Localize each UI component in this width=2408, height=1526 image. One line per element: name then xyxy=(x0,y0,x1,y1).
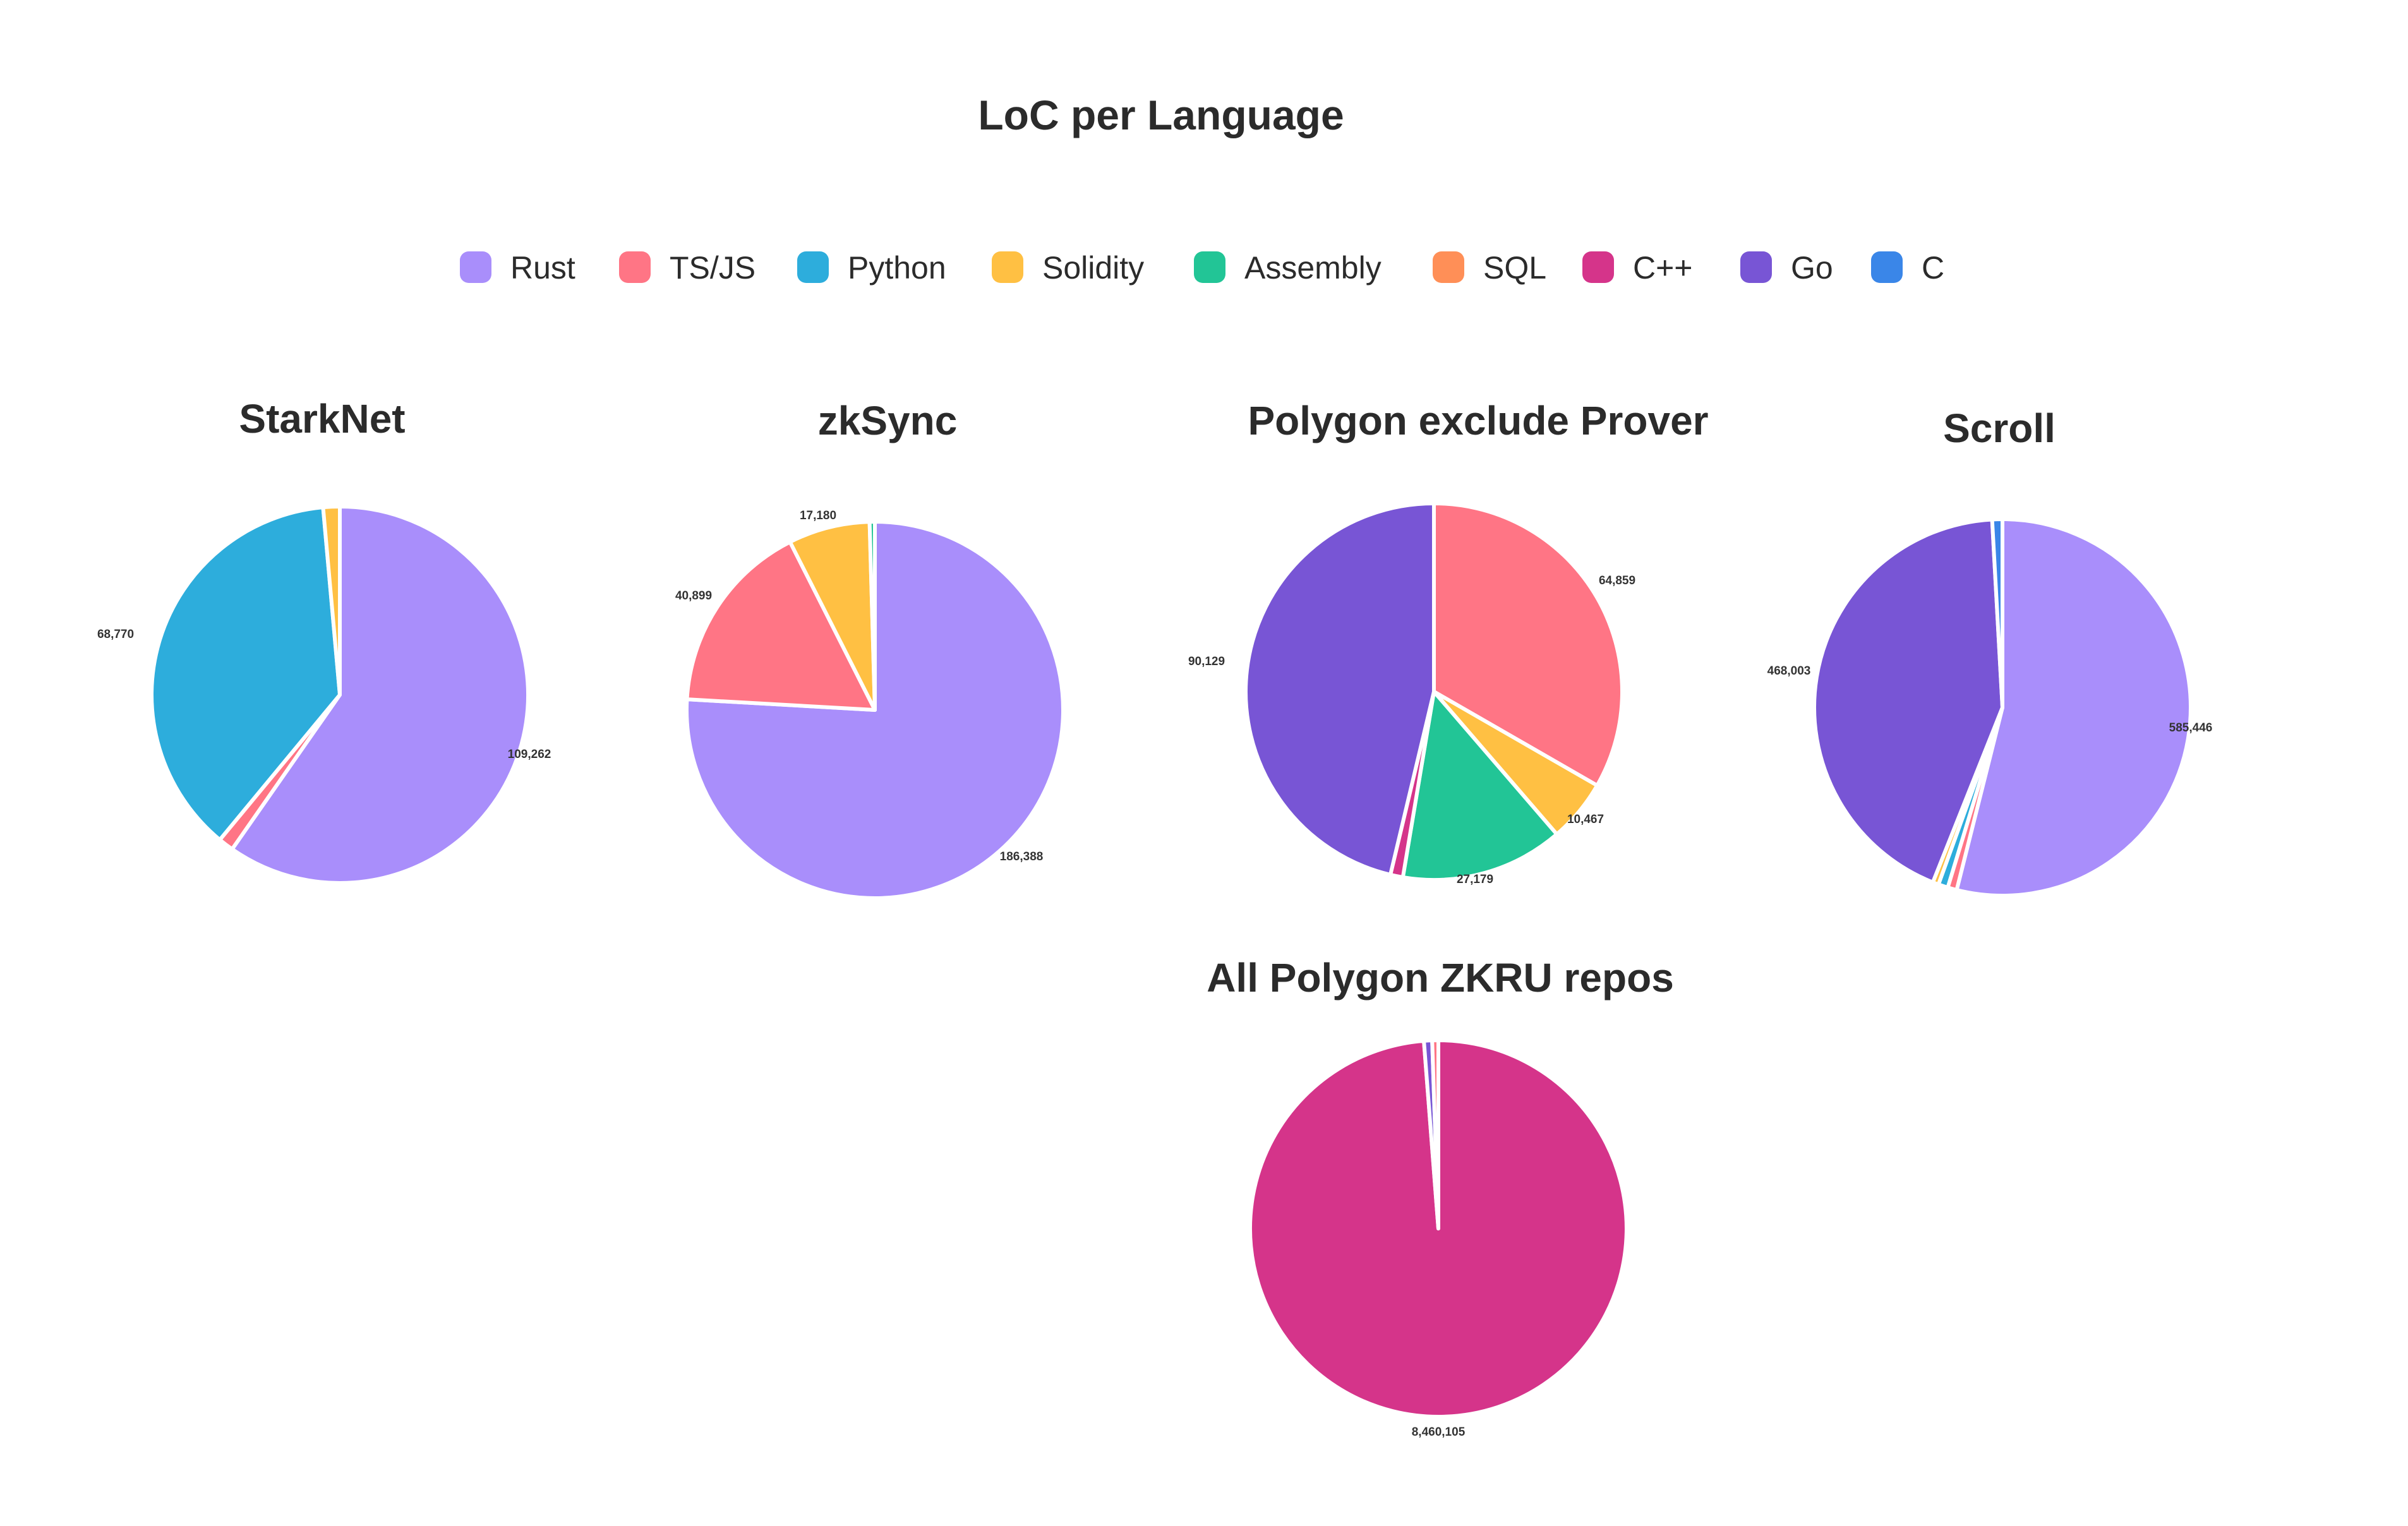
pie-title: zkSync xyxy=(818,398,958,443)
legend-label: Rust xyxy=(510,250,575,285)
legend-item-rust: Rust xyxy=(460,250,575,285)
pie-chart-polygon-exclude-prover: Polygon exclude Prover 64,859 10,467 27,179… xyxy=(1188,398,1709,886)
pie-title: All Polygon ZKRU repos xyxy=(1207,955,1674,1000)
legend-swatch xyxy=(992,251,1023,283)
pie-data-label: 8,460,105 xyxy=(1412,1426,1466,1439)
pie-slice-rust xyxy=(1954,517,2193,898)
pie-chart-scroll: Scroll 585,446 468,003 xyxy=(1767,406,2213,898)
legend-swatch xyxy=(619,251,651,283)
legend-item-assembly: Assembly xyxy=(1194,250,1382,285)
pie-chart-starknet: StarkNet 109,262 68,770 xyxy=(97,396,551,885)
pie-data-label: 468,003 xyxy=(1767,664,1811,678)
legend-item-ts-js: TS/JS xyxy=(619,250,756,285)
legend-item-go: Go xyxy=(1740,250,1833,285)
pie-data-label: 585,446 xyxy=(2169,721,2213,735)
pie-title: Scroll xyxy=(1943,406,2056,451)
chart-title: LoC per Language xyxy=(978,92,1344,138)
legend-label: Assembly xyxy=(1244,250,1382,285)
pie-data-label: 17,180 xyxy=(800,509,836,522)
legend-item-c: C xyxy=(1871,250,1944,285)
pie-title: Polygon exclude Prover xyxy=(1248,398,1708,443)
legend-swatch xyxy=(1194,251,1225,283)
pie-slice-python xyxy=(150,505,342,842)
legend-swatch xyxy=(1433,251,1464,283)
pie-slice-ts-js xyxy=(685,540,877,712)
legend-item-c: C++ xyxy=(1582,250,1693,285)
legend-swatch xyxy=(1582,251,1614,283)
pie-chart-zksync: zkSync 186,388 40,899 17,180 xyxy=(675,398,1065,900)
legend-swatch xyxy=(797,251,829,283)
pie-slice-rust xyxy=(685,520,1065,900)
pie-charts: StarkNet 109,262 68,770 zkSync 186,388 40,899… xyxy=(97,396,2212,1439)
legend-label: C xyxy=(1922,250,1944,285)
pie-slice-go xyxy=(1812,517,2004,884)
pie-data-label: 10,467 xyxy=(1567,813,1604,826)
pie-data-label: 186,388 xyxy=(1000,850,1044,863)
legend-label: Go xyxy=(1791,250,1833,285)
legend-label: TS/JS xyxy=(670,250,756,285)
pie-slice-solidity xyxy=(321,505,342,697)
pie-chart-all-polygon-zkru-repos: All Polygon ZKRU repos 8,460,105 xyxy=(1207,955,1674,1439)
pie-slice-ts-js xyxy=(1432,502,1624,788)
pie-slice-c xyxy=(1990,517,2004,709)
pie-data-label: 90,129 xyxy=(1188,655,1225,668)
pie-title: StarkNet xyxy=(239,396,405,442)
legend-label: Solidity xyxy=(1042,250,1144,285)
pie-slice-rust xyxy=(230,505,530,885)
pie-slice-ts-js xyxy=(1430,1038,1440,1230)
legend-swatch xyxy=(460,251,491,283)
pie-data-label: 64,859 xyxy=(1599,574,1635,587)
pie-data-label: 109,262 xyxy=(508,748,551,761)
pie-slice-assembly xyxy=(867,520,877,712)
pie-slice-solidity xyxy=(788,520,877,712)
pie-slice-go xyxy=(1244,502,1436,877)
pie-slice-assembly xyxy=(1400,690,1559,882)
legend-item-solidity: Solidity xyxy=(992,250,1144,285)
legend-label: SQL xyxy=(1483,250,1546,285)
pie-data-label: 27,179 xyxy=(1457,873,1493,886)
legend-label: C++ xyxy=(1633,250,1693,285)
legend-swatch xyxy=(1871,251,1903,283)
legend-swatch xyxy=(1740,251,1772,283)
pie-data-label: 40,899 xyxy=(675,589,712,603)
legend-label: Python xyxy=(848,250,946,285)
pie-data-label: 68,770 xyxy=(97,628,134,641)
legend: Rust TS/JS Python Solidity Assembly SQL C++ Go C xyxy=(460,250,1944,285)
legend-item-sql: SQL xyxy=(1433,250,1546,285)
legend-item-python: Python xyxy=(797,250,946,285)
